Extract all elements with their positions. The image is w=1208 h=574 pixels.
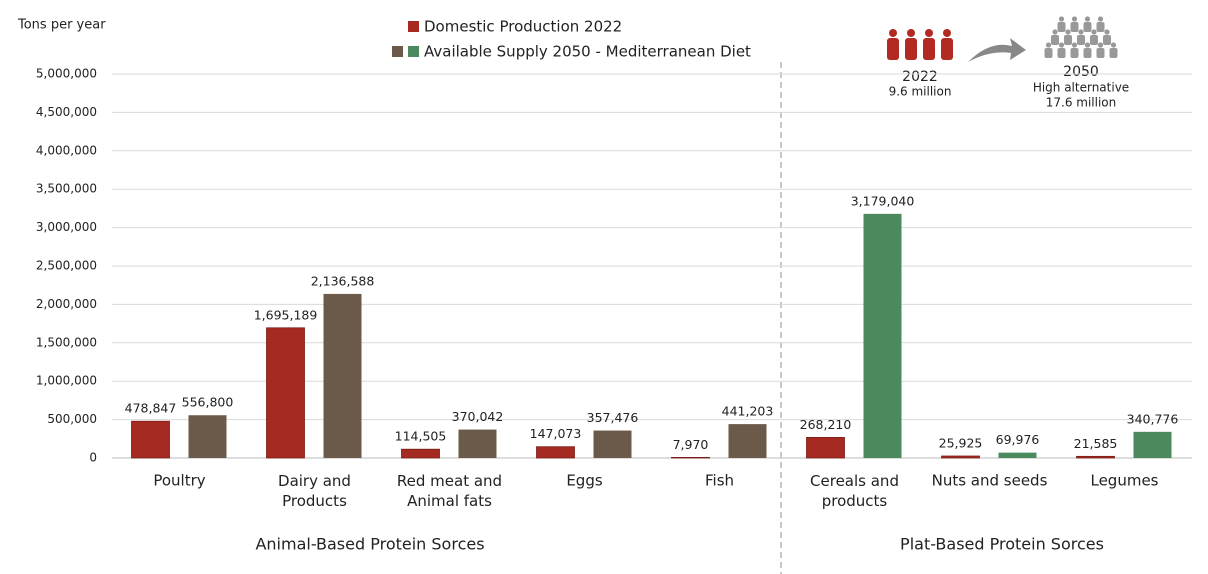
bar — [401, 448, 440, 459]
value-label: 340,776 — [1127, 411, 1179, 426]
person — [1064, 35, 1072, 45]
person — [1084, 16, 1091, 22]
bar — [998, 452, 1037, 458]
person — [1044, 48, 1053, 58]
bar — [863, 213, 902, 458]
bar — [458, 429, 497, 458]
annotation: 2022 — [902, 69, 938, 85]
value-label: 268,210 — [800, 417, 852, 432]
person — [1103, 35, 1111, 45]
y-tick-label: 3,500,000 — [36, 182, 97, 196]
arrow-icon — [968, 38, 1026, 62]
person — [1096, 48, 1105, 58]
annotation: 9.6 million — [889, 85, 952, 99]
group-label: Plat-Based Protein Sorces — [900, 535, 1104, 554]
value-label: 25,925 — [939, 436, 983, 451]
value-label: 441,203 — [722, 404, 774, 419]
bar — [131, 420, 170, 459]
person — [1078, 29, 1084, 35]
y-axis-label: Tons per year — [17, 18, 106, 33]
value-label: 7,970 — [673, 437, 709, 452]
bar — [266, 327, 305, 459]
bar — [188, 415, 227, 458]
value-label: 2,136,588 — [311, 273, 375, 288]
person — [1091, 29, 1097, 35]
y-tick-label: 5,000,000 — [36, 67, 97, 81]
value-label: 357,476 — [587, 410, 639, 425]
person — [1097, 42, 1104, 48]
person — [1070, 22, 1079, 32]
y-tick-label: 4,500,000 — [36, 105, 97, 119]
person — [1084, 42, 1091, 48]
legend-swatch — [408, 46, 419, 57]
person — [1052, 29, 1058, 35]
person — [1109, 48, 1118, 58]
annotation: 17.6 million — [1046, 96, 1117, 110]
x-tick-label: Fish — [705, 472, 734, 490]
bar — [671, 456, 710, 459]
legend-label: Domestic Production 2022 — [424, 18, 622, 36]
y-tick-label: 1,000,000 — [36, 374, 97, 388]
x-tick-label: Poultry — [153, 472, 205, 490]
x-tick-label: Cereals and products — [810, 472, 899, 510]
y-tick-label: 2,000,000 — [36, 297, 97, 311]
y-tick-label: 2,500,000 — [36, 259, 97, 273]
bar — [941, 455, 980, 459]
person — [1083, 22, 1092, 32]
people-2022-icon — [887, 29, 953, 60]
y-tick-label: 0 — [89, 451, 97, 465]
value-label: 370,042 — [452, 409, 504, 424]
person — [1045, 42, 1052, 48]
person — [1051, 35, 1059, 45]
bar — [806, 437, 845, 459]
y-tick-label: 3,000,000 — [36, 220, 97, 234]
person — [1090, 35, 1098, 45]
bar — [536, 446, 575, 459]
people-2050-icon — [1044, 16, 1118, 58]
value-label: 556,800 — [182, 395, 234, 410]
x-tick-label: Red meat and Animal fats — [397, 472, 502, 510]
x-tick-label: Eggs — [566, 472, 603, 490]
person — [1104, 29, 1110, 35]
value-label: 21,585 — [1074, 436, 1118, 451]
group-label: Animal-Based Protein Sorces — [255, 535, 484, 554]
value-label: 1,695,189 — [254, 307, 318, 322]
bar — [593, 430, 632, 458]
person — [1070, 48, 1079, 58]
person — [1058, 16, 1065, 22]
person — [1071, 16, 1078, 22]
x-tick-label: Nuts and seeds — [932, 472, 1048, 490]
person — [1096, 22, 1105, 32]
value-label: 147,073 — [530, 426, 582, 441]
person — [1057, 22, 1066, 32]
legend-swatch — [408, 21, 419, 32]
legend-label: Available Supply 2050 - Mediterranean Di… — [424, 43, 751, 61]
value-label: 478,847 — [125, 401, 177, 416]
value-label: 114,505 — [395, 429, 447, 444]
annotation: High alternative — [1033, 81, 1129, 95]
annotation: 2050 — [1063, 64, 1099, 80]
person — [1077, 35, 1085, 45]
bar — [728, 424, 767, 458]
person — [1071, 42, 1078, 48]
bar — [323, 293, 362, 458]
person — [1058, 42, 1065, 48]
value-label: 3,179,040 — [851, 193, 915, 208]
x-tick-label: Legumes — [1090, 472, 1158, 490]
bar — [1133, 431, 1172, 458]
person — [1110, 42, 1117, 48]
y-tick-label: 1,500,000 — [36, 335, 97, 349]
y-tick-label: 4,000,000 — [36, 143, 97, 157]
person — [1097, 16, 1104, 22]
person — [1065, 29, 1071, 35]
x-tick-label: Dairy and Products — [278, 472, 351, 510]
y-tick-label: 500,000 — [47, 412, 97, 426]
person — [1083, 48, 1092, 58]
legend-swatch — [392, 46, 403, 57]
bar — [1076, 455, 1115, 459]
person — [1057, 48, 1066, 58]
value-label: 69,976 — [996, 432, 1040, 447]
